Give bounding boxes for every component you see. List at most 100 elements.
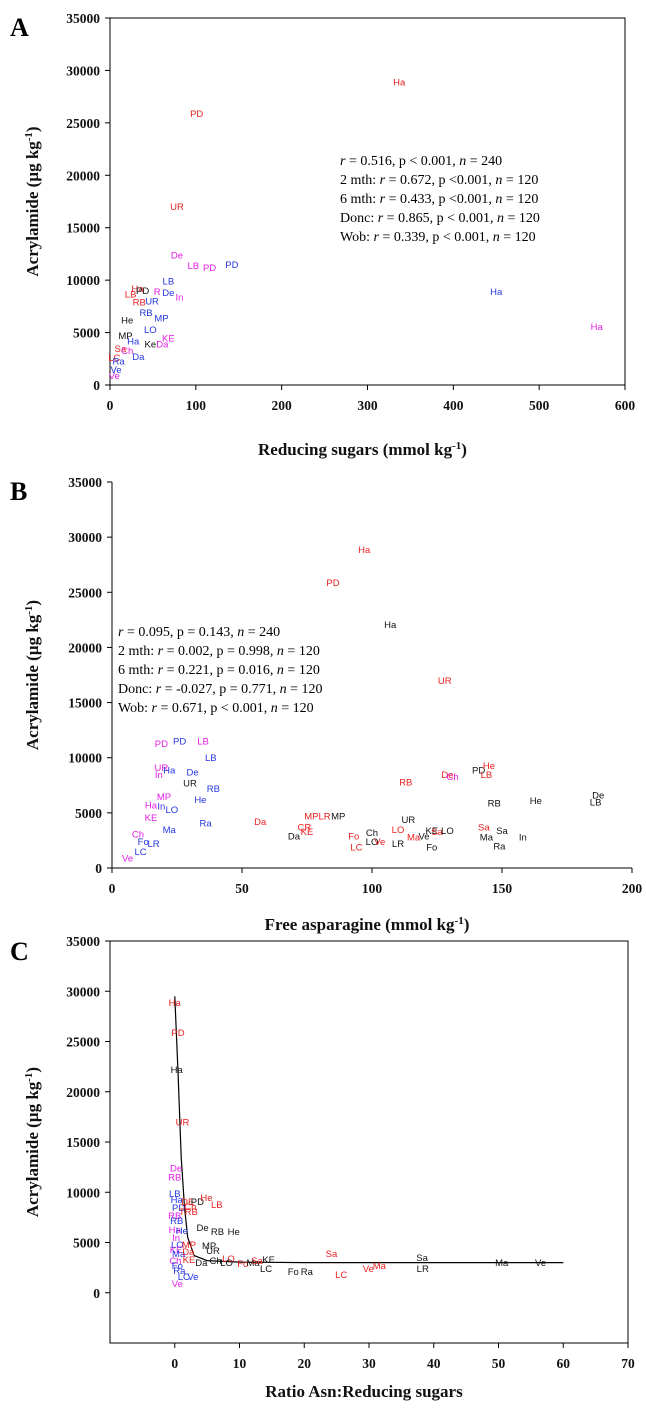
x-tick-label: 200 xyxy=(622,881,643,896)
data-point-label: Ve xyxy=(418,832,429,843)
data-point-label: Sa xyxy=(326,1249,338,1260)
data-point-label: UR xyxy=(145,297,159,308)
data-point-label: He xyxy=(530,796,542,807)
x-tick-label: 150 xyxy=(492,881,513,896)
data-point-label: Ve xyxy=(110,365,121,376)
data-point-label: LO xyxy=(144,325,157,336)
data-point-label: In xyxy=(155,770,163,781)
data-point-label: MPLR xyxy=(304,812,331,823)
data-point-label: PD xyxy=(155,739,168,750)
data-point-label: Sa xyxy=(416,1253,428,1264)
x-axis-title: Ratio Asn:Reducing sugars xyxy=(265,1382,463,1401)
data-point-label: KE xyxy=(262,1255,275,1266)
data-point-label: LC xyxy=(135,847,147,858)
x-tick-label: 600 xyxy=(615,398,636,413)
data-point-label: Ha xyxy=(358,545,371,556)
panel-B: B 0 5000 10000 15000 20000 25000 30000 35000 0 50 1… xyxy=(10,475,642,934)
y-tick-label: 5000 xyxy=(73,326,100,341)
data-point-label: KE xyxy=(301,827,314,838)
y-tick-label: 35000 xyxy=(66,934,100,949)
data-point-label: De xyxy=(171,250,183,261)
stat-annotation: 6 mth: r = 0.433, p <0.001, n = 120 xyxy=(340,192,538,207)
data-point-label: Ch xyxy=(184,1202,196,1213)
data-point-label: UR xyxy=(170,202,184,213)
data-point-label: De xyxy=(592,791,604,802)
data-point-label: Ha xyxy=(163,765,176,776)
x-tick-label: 50 xyxy=(235,881,249,896)
x-tick-label: 500 xyxy=(529,398,550,413)
data-point-label: LB xyxy=(481,770,493,781)
data-point-label: De xyxy=(187,768,199,779)
data-point-label: UR xyxy=(176,1117,190,1128)
data-point-label: Ra xyxy=(200,818,213,829)
data-point-label: Ma xyxy=(163,825,177,836)
x-axis-title: Reducing sugars (mmol kg-1) xyxy=(258,440,467,459)
data-point-label: LO xyxy=(222,1254,235,1265)
data-point-label: Ve xyxy=(109,371,120,382)
panel-A: A 0 5000 10000 15000 20000 25000 30000 35000 0 100… xyxy=(10,11,635,459)
data-point-label: PD xyxy=(191,1197,204,1208)
data-point-label: Ke xyxy=(145,340,157,351)
data-point-label: Sa xyxy=(431,827,443,838)
data-point-label: He xyxy=(121,315,133,326)
data-point-label: He xyxy=(200,1193,212,1204)
x-tick-label: 10 xyxy=(233,1356,247,1371)
data-point-label: MP xyxy=(331,812,345,823)
y-tick-label: 25000 xyxy=(66,1035,100,1050)
data-point-label: LC xyxy=(350,843,362,854)
data-point-label: LO xyxy=(165,805,178,816)
x-tick-label: 100 xyxy=(362,881,383,896)
data-point-label: Ha xyxy=(171,1065,184,1076)
data-point-label: Da xyxy=(132,352,145,363)
data-point-label: UR xyxy=(438,676,452,687)
data-point-label: Ma xyxy=(246,1258,260,1269)
data-point-label: DE xyxy=(181,1197,194,1208)
x-tick-label: 20 xyxy=(298,1356,312,1371)
data-point-label: LR xyxy=(417,1264,429,1275)
y-tick-label: 30000 xyxy=(66,984,100,999)
data-point-label: UR xyxy=(402,815,416,826)
data-point-label: LB xyxy=(590,797,602,808)
data-point-label: LO xyxy=(220,1258,233,1269)
data-point-label: Sa xyxy=(478,823,490,834)
data-point-label: TRB xyxy=(179,1207,198,1218)
data-point-label: LB xyxy=(169,1189,181,1200)
data-point-label: LB xyxy=(211,1200,223,1211)
data-point-label: RB xyxy=(207,784,220,795)
data-point-label: In xyxy=(172,1233,180,1244)
stat-annotation: 2 mth: r = 0.002, p = 0.998, n = 120 xyxy=(118,644,320,659)
x-tick-label: 40 xyxy=(427,1356,441,1371)
data-point-label: PD xyxy=(326,578,339,589)
data-point-label: Ma xyxy=(407,833,421,844)
data-point-label: PD xyxy=(190,109,203,120)
panel-letter: A xyxy=(10,13,29,42)
data-point-label: Ha xyxy=(490,287,503,298)
data-point-label: Ha xyxy=(169,998,182,1009)
data-point-label: Ha xyxy=(169,1225,182,1236)
data-point-label: Sa xyxy=(114,344,126,355)
data-point-label: Ra xyxy=(173,1266,186,1277)
y-tick-label: 25000 xyxy=(68,585,102,600)
data-point-label: He xyxy=(176,1226,188,1237)
data-point-label: LC xyxy=(178,1272,190,1283)
data-point-label: Ve xyxy=(535,1258,546,1269)
y-tick-label: 30000 xyxy=(66,63,100,78)
data-point-label: PD xyxy=(203,263,216,274)
data-point-label: LR xyxy=(148,839,160,850)
data-point-label: RB xyxy=(133,298,146,309)
data-point-label: MP xyxy=(202,1241,216,1252)
x-tick-label: 0 xyxy=(109,881,116,896)
data-point-label: Da xyxy=(182,1247,195,1258)
y-tick-label: 15000 xyxy=(66,221,100,236)
data-point-label: Ve xyxy=(374,837,385,848)
data-point-label: Ch xyxy=(209,1256,221,1267)
y-tick-label: 0 xyxy=(95,861,102,876)
data-point-label: Ma xyxy=(480,833,494,844)
y-tick-label: 35000 xyxy=(66,11,100,26)
data-point-label: Ha xyxy=(384,620,397,631)
data-point-label: R xyxy=(154,287,161,298)
data-point-label: RB xyxy=(488,798,501,809)
data-point-label: CR xyxy=(298,823,312,834)
x-tick-label: 400 xyxy=(443,398,464,413)
stat-annotation: Donc: r = -0.027, p = 0.771, n = 120 xyxy=(118,682,323,697)
